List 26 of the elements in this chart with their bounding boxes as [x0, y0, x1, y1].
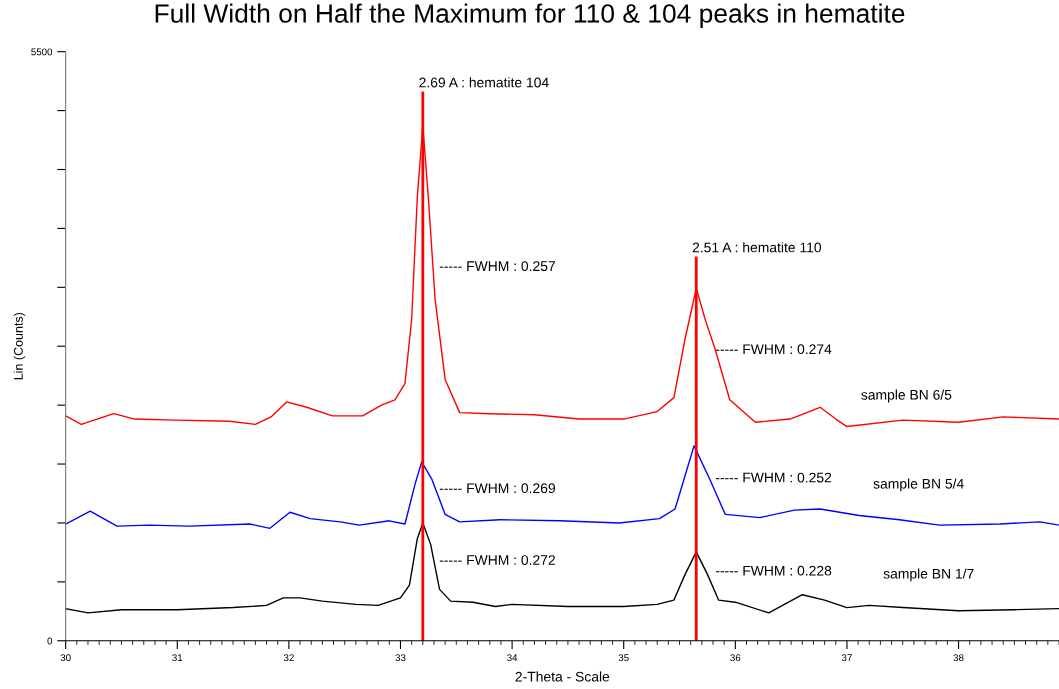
line-series — [65, 445, 1059, 530]
annotation: ----- FWHM : 0.274 — [715, 344, 832, 355]
annotation: ----- FWHM : 0.252 — [715, 472, 832, 483]
series-label: sample BN 5/4 — [873, 478, 964, 492]
series-label: sample BN 6/5 — [861, 389, 952, 403]
chart-title: Full Width on Half the Maximum for 110 & 104 peaks in hematite — [155, 3, 905, 29]
x-tick-label: 38 — [953, 654, 964, 662]
x-tick-label: 34 — [507, 654, 518, 662]
x-tick-label: 32 — [283, 654, 294, 662]
x-tick-label: 35 — [618, 654, 629, 662]
x-tick-label: 36 — [730, 654, 741, 662]
x-tick-label: 30 — [60, 654, 71, 662]
ref-line-label: 2.51 A : hematite 110 — [692, 242, 822, 253]
y-tick-label: 0 — [47, 637, 53, 645]
x-tick-label: 37 — [841, 654, 852, 662]
x-tick-label: 33 — [395, 654, 406, 662]
ref-line-label: 2.69 A : hematite 104 — [419, 77, 549, 88]
annotation: ----- FWHM : 0.272 — [439, 555, 555, 565]
x-tick-label: 31 — [172, 654, 183, 662]
x-axis-title: 2-Theta - Scale — [515, 671, 610, 682]
series-label: sample BN 1/7 — [883, 568, 974, 582]
y-tick-label: 5500 — [31, 48, 53, 56]
annotation: ----- FWHM : 0.269 — [439, 483, 556, 494]
y-axis-title: Lin (Counts) — [13, 312, 26, 380]
annotation: ----- FWHM : 0.228 — [715, 565, 832, 576]
annotation: ----- FWHM : 0.257 — [439, 261, 555, 272]
